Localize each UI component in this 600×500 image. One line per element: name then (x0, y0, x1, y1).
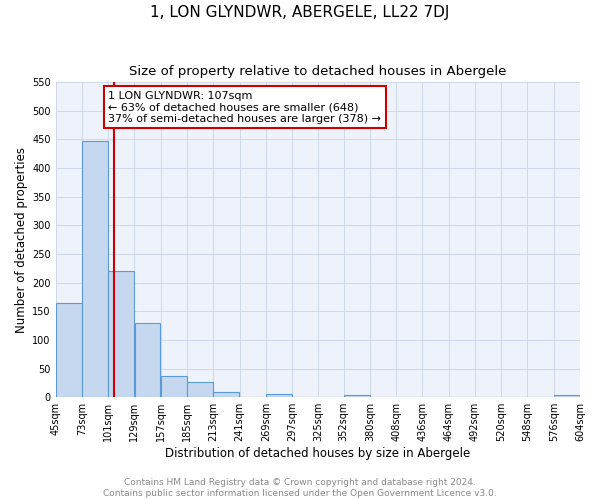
Bar (161, 376, 187, 397)
Bar (82, 141, 108, 397)
Bar (134, 322, 160, 397)
Title: Size of property relative to detached houses in Abergele: Size of property relative to detached ho… (129, 65, 506, 78)
Bar (344, 395, 370, 397)
Bar (266, 394, 292, 397)
Bar (109, 271, 134, 397)
Bar (187, 382, 213, 397)
Text: 1, LON GLYNDWR, ABERGELE, LL22 7DJ: 1, LON GLYNDWR, ABERGELE, LL22 7DJ (151, 5, 449, 20)
Text: 1 LON GLYNDWR: 107sqm
← 63% of detached houses are smaller (648)
37% of semi-det: 1 LON GLYNDWR: 107sqm ← 63% of detached … (108, 90, 381, 124)
Y-axis label: Number of detached properties: Number of detached properties (15, 146, 28, 332)
Bar (554, 395, 580, 397)
Bar (214, 392, 239, 397)
Text: Contains HM Land Registry data © Crown copyright and database right 2024.
Contai: Contains HM Land Registry data © Crown c… (103, 478, 497, 498)
X-axis label: Distribution of detached houses by size in Abergele: Distribution of detached houses by size … (165, 447, 470, 460)
Bar (56, 302, 82, 397)
